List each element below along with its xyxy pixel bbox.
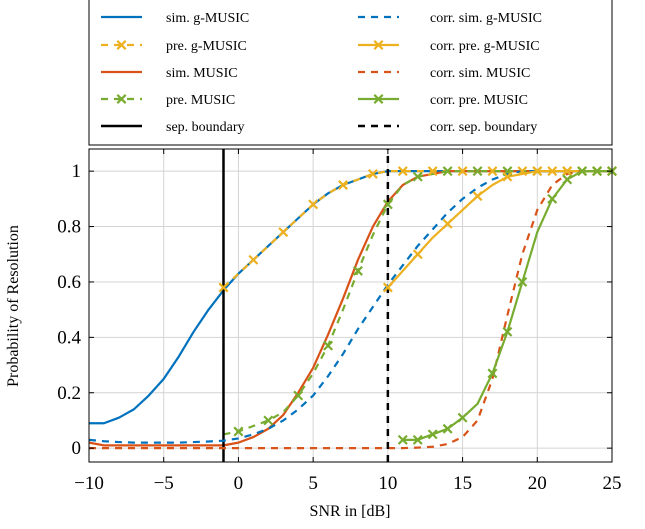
plot-frame [88, 148, 613, 463]
marker-pre-g-music [338, 180, 349, 190]
marker-corr-pre-g-music [412, 249, 423, 260]
legend-entry-sim-g-music: sim. g-MUSIC [101, 11, 249, 26]
marker-corr-pre-g-music [442, 218, 453, 229]
legend-entry-sim-music: sim. MUSIC [101, 66, 238, 81]
marker-corr-pre-music [547, 193, 558, 204]
x-tick-label: 15 [453, 473, 472, 494]
legend-label: pre. g-MUSIC [166, 39, 247, 54]
marker-pre-g-music [278, 227, 289, 238]
legend: sim. g-MUSIC pre. g-MUSIC sim. MUSIC pre. M… [88, 0, 613, 146]
marker-corr-pre-music [517, 276, 528, 287]
y-tick-label: 0.8 [57, 217, 81, 238]
legend-marker [373, 40, 384, 50]
marker-pre-music [472, 166, 483, 177]
marker-pre-music [442, 166, 453, 177]
y-tick-label: 0 [72, 438, 82, 459]
marker-corr-pre-music [502, 326, 513, 337]
marker-pre-g-music [457, 166, 468, 177]
marker-corr-pre-g-music [472, 191, 483, 202]
series-corr-sim-g-music [89, 170, 612, 444]
legend-entry-corr-pre-music: corr. pre. MUSIC [358, 93, 528, 108]
marker-pre-music [323, 340, 334, 351]
x-tick-label: 5 [308, 473, 318, 494]
marker-pre-g-music [218, 282, 229, 293]
marker-pre-music [352, 265, 363, 276]
legend-entry-pre-g-music: pre. g-MUSIC [101, 39, 247, 54]
y-axis-label: Probability of Resolution [5, 225, 22, 387]
legend-label: corr. sim. MUSIC [430, 66, 530, 81]
marker-corr-pre-music [397, 434, 408, 445]
y-tick-label: 1 [72, 161, 82, 182]
legend-label: corr. sim. g-MUSIC [430, 11, 542, 26]
marker-pre-g-music [308, 199, 319, 210]
legend-entry-sep-boundary: sep. boundary [101, 120, 245, 135]
x-axis-label: SNR in [dB] [310, 503, 391, 520]
marker-pre-music [412, 171, 423, 182]
x-tick-label: 0 [234, 473, 244, 494]
marker-corr-pre-music [487, 368, 498, 379]
marker-corr-pre-music [427, 429, 438, 440]
series-corr-pre-g-music [387, 170, 612, 289]
legend-label: pre. MUSIC [166, 93, 235, 108]
marker-pre-g-music [487, 166, 498, 177]
legend-entry-corr-sim-g-music: corr. sim. g-MUSIC [358, 11, 542, 26]
marker-pre-g-music [367, 168, 378, 179]
axis-ticks: −10 −5 0 5 10 15 20 25 0 0.2 0.4 0.6 0.8 1 [57, 149, 622, 494]
y-tick-label: 0.6 [57, 272, 81, 293]
marker-corr-pre-g-music [382, 282, 393, 293]
x-tick-label: −10 [74, 473, 104, 494]
x-tick-label: −5 [154, 473, 174, 494]
series-corr-sim-music [89, 170, 612, 450]
legend-label: corr. pre. g-MUSIC [430, 39, 540, 54]
marker-pre-music [233, 426, 244, 437]
legend-entry-corr-pre-g-music: corr. pre. g-MUSIC [358, 39, 540, 54]
marker-pre-g-music [517, 166, 528, 177]
marker-pre-g-music [248, 254, 259, 265]
marker-corr-pre-music [592, 166, 603, 177]
marker-corr-pre-music [577, 166, 588, 177]
legend-label: sep. boundary [166, 120, 245, 135]
legend-label: corr. pre. MUSIC [430, 93, 528, 108]
x-tick-label: 20 [528, 473, 547, 494]
legend-box [88, 0, 613, 146]
marker-pre-music [382, 199, 393, 210]
marker-pre-music [263, 415, 274, 426]
plot-markers [218, 166, 617, 445]
legend-entry-pre-music: pre. MUSIC [101, 93, 235, 108]
legend-label: sim. MUSIC [166, 66, 238, 81]
marker-pre-g-music [547, 166, 558, 177]
marker-pre-music [293, 390, 304, 401]
marker-corr-pre-g-music [532, 166, 543, 177]
legend-marker [116, 94, 127, 104]
legend-entry-corr-sim-music: corr. sim. MUSIC [358, 66, 530, 81]
legend-entry-corr-sep-boundary: corr. sep. boundary [358, 120, 537, 135]
y-tick-label: 0.2 [57, 383, 81, 404]
marker-corr-pre-g-music [502, 171, 513, 182]
marker-pre-g-music [427, 166, 438, 177]
legend-label: corr. sep. boundary [430, 120, 537, 135]
marker-corr-pre-music [562, 174, 573, 185]
marker-corr-pre-music [442, 423, 453, 434]
marker-pre-g-music [397, 166, 408, 177]
x-tick-label: 25 [603, 473, 622, 494]
y-tick-label: 0.4 [57, 327, 81, 348]
marker-corr-pre-music [457, 412, 468, 423]
legend-marker [116, 40, 127, 50]
x-tick-label: 10 [378, 473, 397, 494]
marker-corr-pre-music [412, 434, 423, 445]
legend-marker [373, 94, 384, 104]
legend-label: sim. g-MUSIC [166, 11, 249, 26]
marker-corr-pre-g-music [562, 166, 573, 177]
